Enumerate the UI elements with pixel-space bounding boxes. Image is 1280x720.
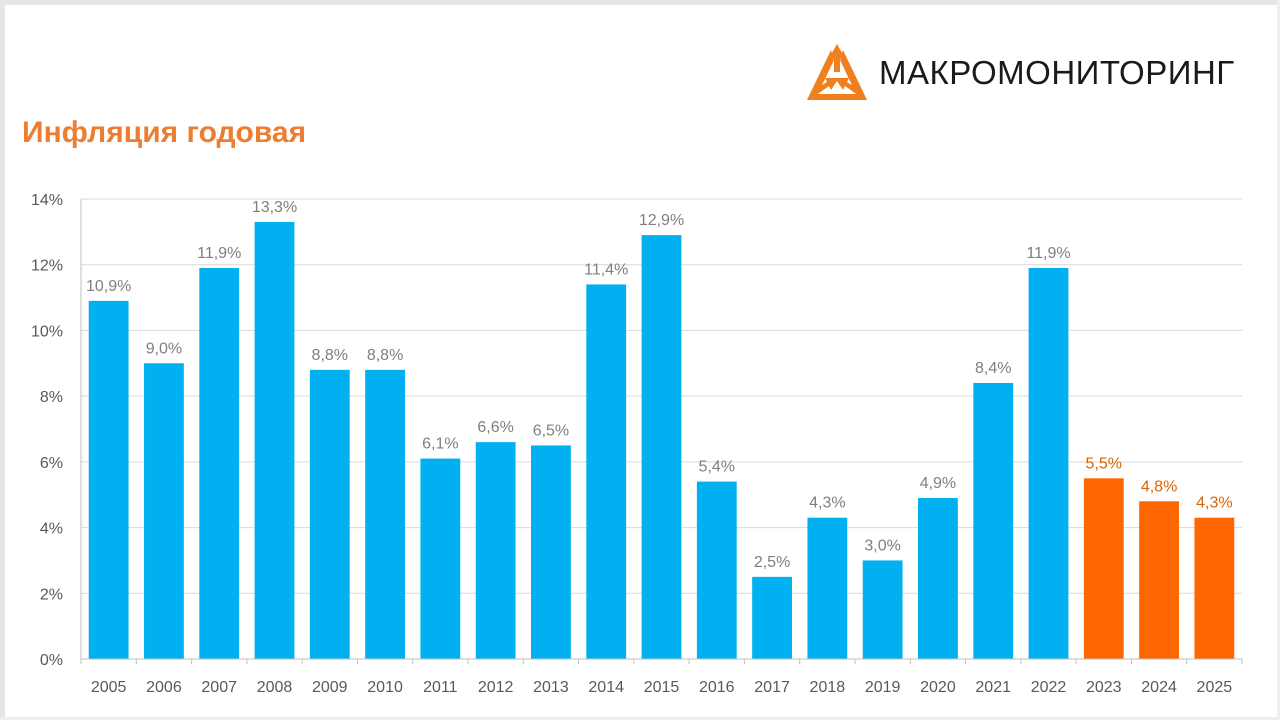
bar <box>365 369 405 659</box>
x-tick-label: 2005 <box>91 679 127 696</box>
x-tick-label: 2012 <box>478 679 514 696</box>
frame-top-border <box>0 0 1280 5</box>
x-tick-label: 2018 <box>810 679 846 696</box>
bar <box>475 442 516 659</box>
x-tick-label: 2008 <box>257 679 293 696</box>
data-label: 4,3% <box>809 495 845 512</box>
data-label: 4,9% <box>920 475 956 492</box>
bar <box>973 383 1014 659</box>
triangle-arrows-logo-icon <box>807 44 867 100</box>
data-label: 2,5% <box>754 554 790 571</box>
x-tick-label: 2016 <box>699 679 735 696</box>
bar <box>254 222 295 659</box>
y-tick-label: 10% <box>31 323 63 340</box>
bar <box>1139 501 1179 659</box>
data-label: 13,3% <box>252 199 297 216</box>
bar <box>862 560 903 659</box>
y-tick-label: 0% <box>40 652 63 669</box>
x-tick-label: 2011 <box>423 679 458 696</box>
bar <box>199 268 240 659</box>
bar <box>420 458 461 659</box>
y-tick-label: 12% <box>31 258 63 275</box>
bar <box>918 498 958 659</box>
x-tick-label: 2022 <box>1031 679 1067 696</box>
data-label: 8,8% <box>367 347 403 364</box>
x-tick-label: 2020 <box>920 679 956 696</box>
chart-title: Инфляция годовая <box>22 116 307 149</box>
x-tick-label: 2015 <box>644 679 680 696</box>
x-tick-label: 2013 <box>533 679 569 696</box>
bar <box>1028 268 1069 659</box>
x-tick-label: 2007 <box>201 679 237 696</box>
y-tick-label: 6% <box>40 455 63 472</box>
data-label: 9,0% <box>146 340 182 357</box>
frame-left-border <box>0 0 5 720</box>
bar <box>696 481 737 659</box>
y-tick-label: 8% <box>40 389 63 406</box>
x-tick-label: 2009 <box>312 679 348 696</box>
x-tick-label: 2024 <box>1141 679 1177 696</box>
data-label: 11,9% <box>1026 245 1070 262</box>
frame-bottom-border <box>0 717 1280 720</box>
data-label: 4,8% <box>1141 478 1177 495</box>
data-label: 6,1% <box>422 436 458 453</box>
y-tick-label: 2% <box>40 586 63 603</box>
x-tick-label: 2017 <box>754 679 790 696</box>
labels: 0% 2% 4% 6% 8% 10% 12% 14% 10,9% 2005 9,0% 2006 11,9… <box>31 192 1233 696</box>
data-label: 4,3% <box>1196 495 1232 512</box>
bar <box>586 284 627 659</box>
data-label: 11,9% <box>197 245 241 262</box>
data-label: 10,9% <box>86 278 131 295</box>
brand-name: МАКРОМОНИТОРИНГ <box>879 54 1235 91</box>
bar <box>88 300 129 659</box>
x-tick-label: 2014 <box>588 679 624 696</box>
data-label: 8,8% <box>312 347 348 364</box>
x-tick-label: 2023 <box>1086 679 1122 696</box>
axes <box>80 199 1243 664</box>
x-tick-label: 2010 <box>367 679 403 696</box>
data-label: 5,4% <box>699 459 735 476</box>
bar <box>752 576 792 659</box>
y-tick-label: 4% <box>40 521 63 538</box>
bar <box>531 445 571 659</box>
x-tick-label: 2025 <box>1197 679 1233 696</box>
frame-right-border <box>1277 0 1280 720</box>
brand-logo: МАКРОМОНИТОРИНГ <box>803 42 1243 106</box>
bars <box>88 222 1235 659</box>
y-tick-label: 14% <box>31 192 63 209</box>
bar <box>807 517 848 659</box>
x-tick-label: 2019 <box>865 679 901 696</box>
bar <box>144 363 184 659</box>
data-label: 5,5% <box>1086 455 1122 472</box>
bar <box>1083 478 1124 659</box>
bar <box>1194 517 1235 659</box>
data-label: 6,6% <box>477 419 513 436</box>
data-label: 6,5% <box>533 422 569 439</box>
bar <box>641 235 682 659</box>
data-label: 3,0% <box>864 537 900 554</box>
bar <box>309 369 350 659</box>
x-tick-label: 2021 <box>975 679 1011 696</box>
data-label: 12,9% <box>639 212 684 229</box>
data-label: 8,4% <box>975 360 1011 377</box>
data-label: 11,4% <box>584 261 628 278</box>
x-tick-label: 2006 <box>146 679 182 696</box>
